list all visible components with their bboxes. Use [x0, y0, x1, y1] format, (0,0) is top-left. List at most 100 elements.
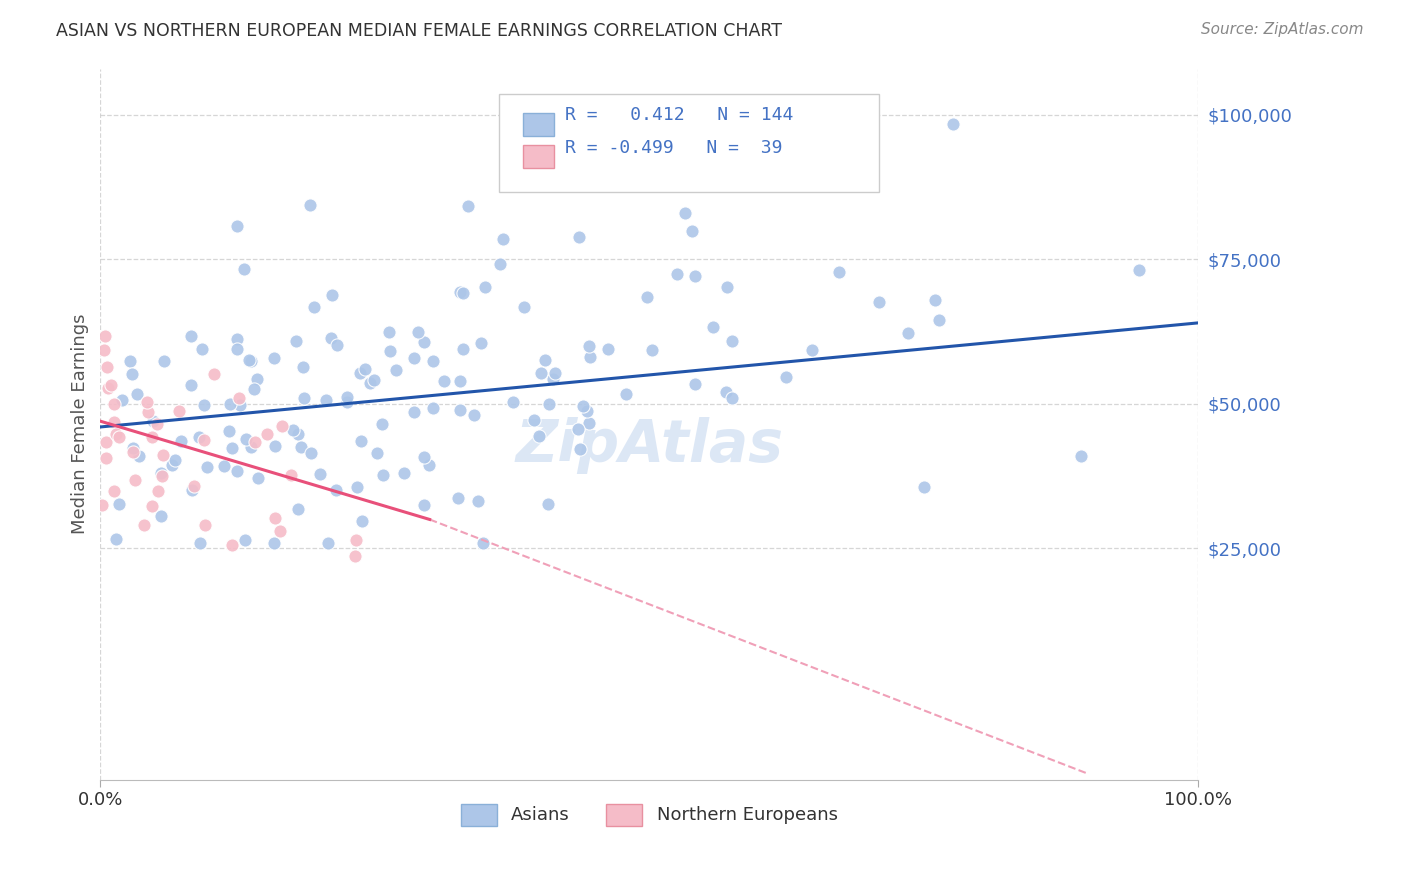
Text: ZipAtlas: ZipAtlas [515, 417, 783, 474]
Point [122, 441, 145, 455]
Point [108, 497, 131, 511]
Point [336, 395, 359, 409]
Point [543, 371, 565, 385]
Point [534, 353, 557, 368]
Point [673, 206, 696, 220]
Point [121, 368, 143, 382]
Point [228, 391, 250, 405]
Point [492, 232, 515, 246]
Point [472, 535, 495, 549]
Point [800, 343, 823, 357]
Point [579, 351, 602, 365]
Point [292, 391, 315, 405]
Point [135, 394, 157, 409]
Point [924, 293, 946, 308]
Point [160, 458, 183, 472]
Point [193, 434, 215, 448]
Point [576, 404, 599, 418]
Point [385, 363, 408, 377]
Point [229, 398, 252, 412]
Point [247, 471, 270, 485]
Point [202, 368, 225, 382]
Point [572, 399, 595, 413]
Point [94, 451, 117, 466]
Point [111, 393, 134, 408]
Point [127, 387, 149, 401]
Point [238, 352, 260, 367]
Point [868, 295, 890, 310]
Point [449, 285, 471, 299]
Point [325, 337, 347, 351]
Point [720, 391, 742, 405]
Point [392, 467, 415, 481]
Point [457, 199, 479, 213]
Point [118, 354, 141, 368]
Point [195, 460, 218, 475]
Point [350, 434, 373, 449]
Point [219, 397, 242, 411]
Point [91, 498, 114, 512]
Point [94, 435, 117, 450]
Point [170, 434, 193, 448]
Point [150, 508, 173, 523]
Point [319, 331, 342, 345]
Point [422, 401, 444, 415]
Point [402, 405, 425, 419]
Point [264, 511, 287, 525]
Point [537, 497, 560, 511]
Point [302, 300, 325, 314]
Point [775, 369, 797, 384]
Point [152, 448, 174, 462]
Point [543, 366, 565, 380]
Point [578, 416, 600, 430]
Point [349, 366, 371, 380]
Point [239, 440, 262, 454]
Point [93, 343, 115, 357]
Point [359, 376, 381, 390]
Point [942, 117, 965, 131]
Point [596, 342, 619, 356]
Point [287, 502, 309, 516]
Point [128, 449, 150, 463]
Point [233, 262, 256, 277]
Point [371, 467, 394, 482]
Point [641, 343, 664, 358]
Point [105, 532, 128, 546]
Point [122, 445, 145, 459]
Point [406, 325, 429, 339]
Point [221, 442, 243, 456]
Point [235, 533, 257, 548]
Point [523, 413, 546, 427]
Point [316, 535, 339, 549]
Point [243, 434, 266, 449]
Point [146, 417, 169, 431]
Point [354, 361, 377, 376]
Point [344, 533, 367, 547]
Point [269, 524, 291, 539]
Point [897, 326, 920, 340]
Point [290, 440, 312, 454]
Point [103, 397, 125, 411]
Point [402, 351, 425, 365]
Point [96, 359, 118, 374]
Point [105, 427, 128, 442]
Point [413, 450, 436, 465]
Point [683, 377, 706, 392]
Point [180, 329, 202, 343]
Point [350, 514, 373, 528]
Point [378, 344, 401, 359]
Point [467, 493, 489, 508]
Point [108, 430, 131, 444]
Point [124, 473, 146, 487]
Point [225, 333, 247, 347]
Text: R =   0.412   N = 144: R = 0.412 N = 144 [565, 106, 793, 124]
Point [343, 549, 366, 563]
Point [636, 290, 658, 304]
Point [527, 428, 550, 442]
Point [412, 334, 434, 349]
Point [418, 458, 440, 473]
Point [283, 423, 305, 437]
Point [263, 535, 285, 549]
Text: R = -0.499   N =  39: R = -0.499 N = 39 [565, 139, 783, 157]
Point [150, 469, 173, 483]
